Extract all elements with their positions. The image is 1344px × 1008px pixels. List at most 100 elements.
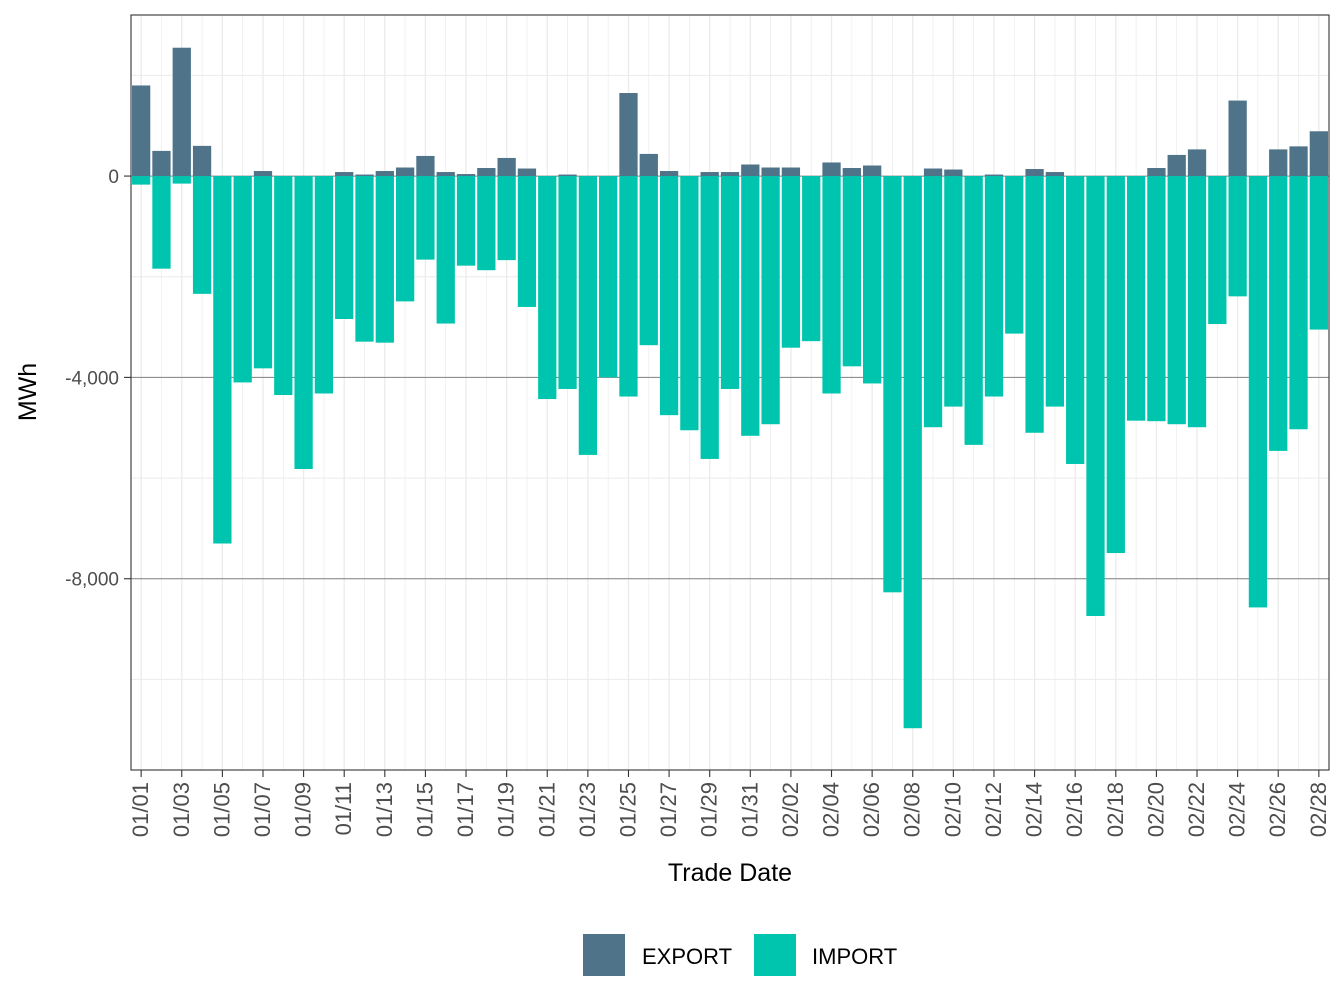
- bar-import-01-14: [395, 176, 415, 302]
- bar-import-01-11: [335, 176, 354, 320]
- bar-import-02-09: [923, 176, 943, 428]
- bar-export-02-27: [1289, 146, 1308, 177]
- bar-import-02-21: [1167, 176, 1186, 425]
- bar-export-01-17: [456, 174, 476, 177]
- bar-import-02-12: [984, 176, 1004, 397]
- bar-export-01-16: [436, 172, 455, 177]
- bar-export-02-02: [781, 167, 801, 177]
- x-tick-label: 01/09: [291, 782, 316, 837]
- bar-export-02-06: [862, 165, 882, 177]
- bar-import-02-27: [1289, 176, 1308, 430]
- bar-export-01-15: [416, 155, 435, 177]
- bar-import-02-22: [1187, 176, 1207, 428]
- bar-export-02-04: [822, 162, 841, 177]
- x-tick-label: 01/31: [737, 782, 762, 837]
- bar-import-01-31: [741, 176, 760, 436]
- bar-import-02-10: [944, 176, 963, 407]
- bar-import-02-03: [802, 176, 821, 342]
- bar-export-02-21: [1167, 154, 1186, 177]
- bar-export-02-20: [1147, 168, 1166, 177]
- bar-import-01-05: [213, 176, 232, 544]
- bar-import-01-03: [172, 176, 191, 184]
- bar-export-01-11: [335, 172, 354, 177]
- x-tick-label: 01/23: [575, 782, 600, 837]
- bar-import-01-09: [294, 176, 313, 470]
- bar-export-02-24: [1228, 100, 1247, 177]
- bar-import-01-26: [639, 176, 658, 346]
- x-tick-label: 01/05: [209, 782, 234, 837]
- bar-export-01-01: [132, 85, 151, 177]
- x-tick-label: 02/28: [1306, 782, 1331, 837]
- bar-import-01-29: [700, 176, 719, 459]
- bar-export-02-14: [1025, 169, 1044, 177]
- bar-import-01-27: [659, 176, 679, 416]
- bar-import-01-20: [517, 176, 537, 307]
- bar-export-01-20: [517, 168, 537, 177]
- bar-import-01-18: [477, 176, 496, 271]
- bar-export-01-13: [375, 171, 394, 177]
- bar-export-01-14: [395, 167, 415, 177]
- x-tick-label: 02/16: [1062, 782, 1087, 837]
- bar-import-01-21: [538, 176, 557, 400]
- bar-export-01-18: [477, 168, 496, 177]
- x-tick-label: 01/13: [372, 782, 397, 837]
- bar-export-01-22: [558, 174, 577, 177]
- x-tick-label: 01/17: [453, 782, 478, 837]
- x-tick-label: 01/21: [534, 782, 559, 837]
- bar-export-02-26: [1269, 149, 1288, 177]
- x-tick-label: 02/04: [819, 782, 844, 837]
- legend-label-export: EXPORT: [642, 944, 732, 969]
- x-tick-label: 01/19: [494, 782, 519, 837]
- bar-export-02-01: [761, 167, 780, 177]
- bar-import-01-07: [253, 176, 273, 369]
- axes: 0 -4,000 -8,000 01/01 01/03 01/05 01/07 01/09 01…: [65, 167, 1331, 837]
- bar-import-01-23: [578, 176, 598, 455]
- bar-import-01-28: [680, 176, 699, 431]
- bar-export-01-19: [497, 157, 516, 177]
- x-tick-label: 02/08: [900, 782, 925, 837]
- x-tick-label: 01/27: [656, 782, 681, 837]
- bar-export-01-12: [355, 174, 374, 177]
- x-tick-label: 02/10: [940, 782, 965, 837]
- bar-import-02-23: [1208, 176, 1227, 325]
- bar-export-01-29: [700, 172, 719, 177]
- bar-import-02-19: [1126, 176, 1146, 421]
- bar-export-01-25: [619, 93, 638, 177]
- x-tick-label: 02/22: [1184, 782, 1209, 837]
- bar-import-01-24: [599, 176, 618, 378]
- bar-export-01-31: [741, 164, 760, 177]
- x-tick-label: 02/06: [859, 782, 884, 837]
- y-tick-label: -8,000: [65, 570, 119, 591]
- bar-import-02-11: [964, 176, 983, 445]
- x-tick-label: 01/03: [169, 782, 194, 837]
- x-tick-label: 02/02: [778, 782, 803, 837]
- bar-import-02-04: [822, 176, 841, 394]
- bar-import-02-18: [1106, 176, 1125, 554]
- bars: [132, 47, 1328, 729]
- bar-export-01-03: [172, 47, 191, 177]
- bar-import-01-19: [497, 176, 516, 261]
- bar-export-02-09: [923, 168, 943, 177]
- x-tick-label: 01/07: [250, 782, 275, 837]
- bar-export-02-28: [1309, 131, 1328, 177]
- bar-export-01-04: [192, 145, 212, 177]
- bar-import-01-04: [192, 176, 212, 294]
- bar-import-02-28: [1309, 176, 1328, 330]
- y-tick-label: -4,000: [65, 368, 119, 389]
- bar-export-02-05: [842, 168, 861, 177]
- bar-import-01-22: [558, 176, 577, 389]
- x-tick-label: 01/15: [412, 782, 437, 837]
- bar-import-02-24: [1228, 176, 1247, 297]
- bar-import-01-10: [314, 176, 334, 394]
- x-tick-label: 02/24: [1225, 782, 1250, 837]
- bar-export-01-26: [639, 153, 658, 177]
- legend-label-import: IMPORT: [812, 944, 897, 969]
- bar-export-02-10: [944, 169, 963, 177]
- bar-export-01-30: [720, 172, 740, 177]
- bar-export-02-12: [984, 174, 1004, 177]
- x-tick-label: 02/20: [1143, 782, 1168, 837]
- bar-import-02-16: [1066, 176, 1085, 464]
- x-tick-label: 02/26: [1265, 782, 1290, 837]
- bar-import-02-06: [862, 176, 882, 384]
- bar-export-01-07: [253, 171, 273, 177]
